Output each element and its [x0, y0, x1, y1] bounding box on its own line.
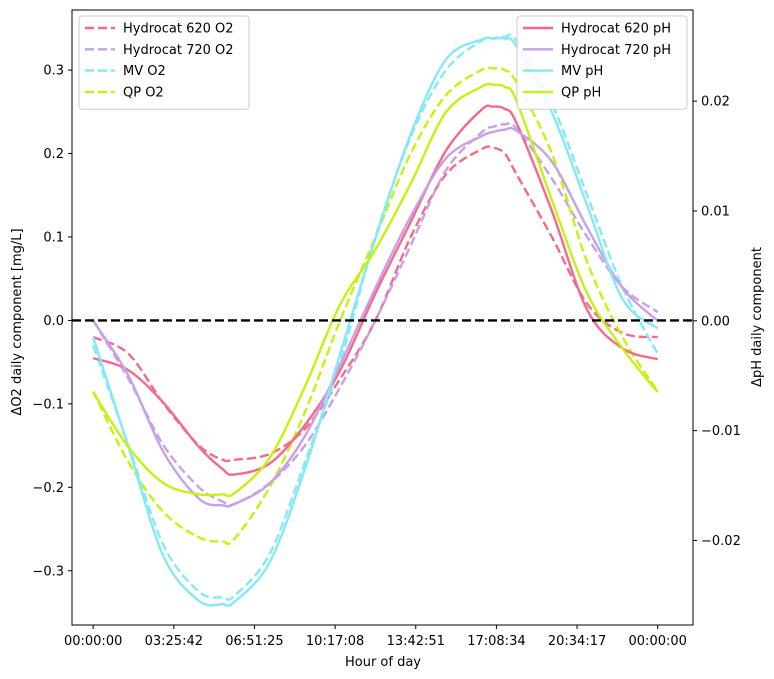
y-left-tick-label: 0.0 — [43, 314, 64, 329]
y-right-tick-label: 0.00 — [701, 314, 730, 329]
series-line-hydrocat-620-ph — [92, 104, 659, 476]
legend-label: Hydrocat 620 pH — [561, 22, 671, 37]
series-group — [92, 33, 659, 607]
y-left-tick-label: 0.3 — [43, 64, 64, 79]
series-line-hydrocat-720-o2 — [92, 121, 659, 507]
legend-label: MV pH — [561, 64, 603, 79]
plot-area — [72, 33, 693, 607]
legend-label: QP O2 — [123, 85, 164, 100]
y-right-tick-label: 0.01 — [701, 204, 730, 219]
plot-frame — [71, 9, 694, 626]
legend-frame — [78, 15, 250, 110]
x-tick-label: 00:00:00 — [64, 634, 122, 649]
series-line-qp-ph — [92, 82, 659, 498]
legend-label: Hydrocat 720 pH — [561, 43, 671, 58]
legend-frame — [516, 15, 688, 110]
y-left-tick-label: 0.2 — [43, 147, 64, 162]
x-tick-label: 13:42:51 — [387, 634, 445, 649]
series-line-qp-o2 — [92, 66, 659, 546]
x-tick-label: 20:34:17 — [548, 634, 606, 649]
y-right-tick-label: −0.01 — [701, 424, 741, 439]
legend-ph: Hydrocat 620 pH Hydrocat 720 pH MV pH QP pH — [516, 15, 688, 110]
x-tick-label: 00:00:00 — [629, 634, 687, 649]
x-axis-label: Hour of day — [345, 655, 421, 670]
y-axis-left-label: ΔO2 daily component [mg/L] — [10, 228, 25, 415]
legend-o2: Hydrocat 620 O2 Hydrocat 720 O2 MV O2 QP O2 — [78, 15, 250, 110]
x-tick-label: 17:08:34 — [467, 634, 525, 649]
legend-label: MV O2 — [123, 64, 166, 79]
x-tick-label: 10:17:08 — [306, 634, 364, 649]
axes: 00:00:00 03:25:42 06:51:25 10:17:08 13:42:51… — [32, 9, 741, 649]
x-tick-label: 03:25:42 — [145, 634, 203, 649]
legend-label: Hydrocat 620 O2 — [123, 22, 234, 37]
series-line-hydrocat-620-o2 — [92, 145, 658, 463]
y-left-tick-label: −0.2 — [32, 481, 64, 496]
y-right-tick-label: −0.02 — [701, 534, 741, 549]
y-axis-right-label: ΔpH daily component — [750, 247, 765, 387]
y-left-tick-label: −0.3 — [32, 564, 64, 579]
x-tick-label: 06:51:25 — [225, 634, 283, 649]
y-left-tick-label: 0.1 — [43, 230, 64, 245]
series-line-hydrocat-720-ph — [92, 126, 659, 508]
y-right-tick-label: 0.02 — [701, 95, 730, 110]
y-left-tick-label: −0.1 — [32, 397, 64, 412]
legend-label: QP pH — [561, 85, 601, 100]
legend-label: Hydrocat 720 O2 — [123, 43, 234, 58]
series-line-mv-ph — [92, 36, 659, 607]
